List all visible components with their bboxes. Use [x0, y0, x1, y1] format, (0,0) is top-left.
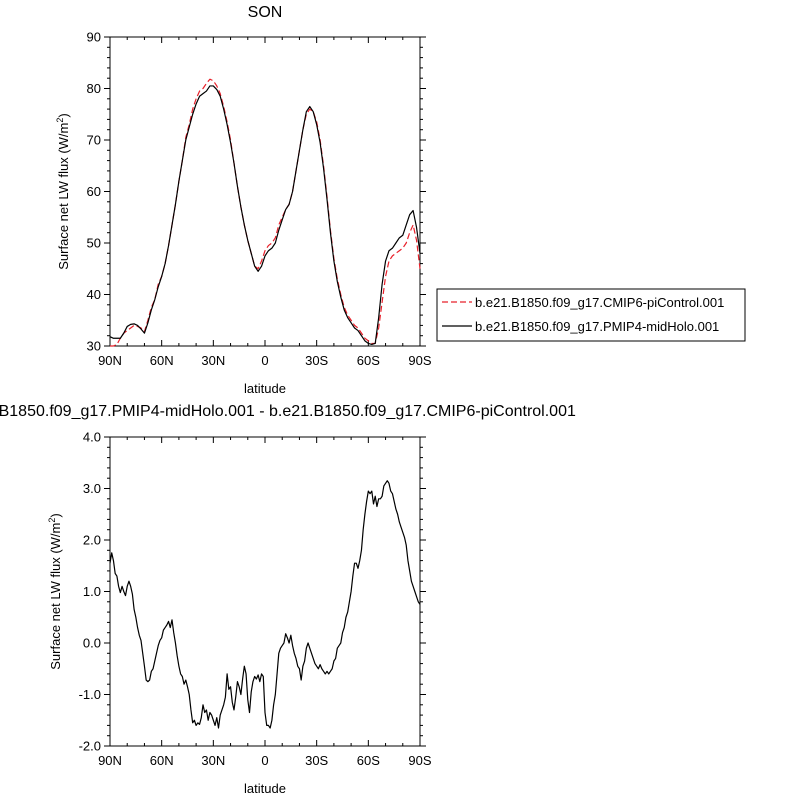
top-panel: SON 90N 60N 30N 0 30S 60S 90S 30 40 50 60 70 80 90 l…: [55, 4, 432, 396]
x-tick-label: 60N: [150, 753, 174, 768]
x-tick-label: 60N: [150, 353, 174, 368]
y-tick-label: 0.0: [83, 636, 101, 651]
y-tick-label: 40: [87, 287, 101, 302]
x-tick-label: 60S: [357, 753, 380, 768]
y-tick-label: -1.0: [79, 687, 101, 702]
y-tick-label: 3.0: [83, 481, 101, 496]
legend-box: [436, 288, 746, 342]
x-tick-label: 90S: [408, 753, 431, 768]
x-tick-label: 30S: [305, 753, 328, 768]
bottom-chart-title: b.e21.B1850.f09_g17.PMIP4-midHolo.001 - …: [0, 403, 576, 420]
y-tick-label: 4.0: [83, 430, 101, 445]
bottom-x-axis-label: latitude: [244, 781, 286, 796]
series-line-f09_g17: [110, 78, 421, 347]
bottom-panel: b.e21.B1850.f09_g17.PMIP4-midHolo.001 - …: [0, 403, 576, 796]
y-tick-label: 70: [87, 133, 101, 148]
x-tick-label: 0: [261, 353, 268, 368]
top-plot-frame: [109, 36, 421, 347]
bottom-plot-frame: [109, 436, 421, 747]
legend-label-midholo: b.e21.B1850.f09_g17.PMIP4-midHolo.001: [475, 319, 719, 334]
y-tick-label: 50: [87, 236, 101, 251]
x-tick-label: 30N: [201, 753, 225, 768]
y-tick-label: 90: [87, 30, 101, 45]
x-tick-label: 90N: [98, 353, 122, 368]
bottom-y-axis-label: Surface net LW flux (W/m2): [47, 513, 63, 670]
top-x-ticks: 90N 60N 30N 0 30S 60S 90S: [98, 37, 432, 368]
y-tick-label: 2.0: [83, 533, 101, 548]
y-tick-label: 1.0: [83, 584, 101, 599]
y-tick-label: 30: [87, 339, 101, 354]
top-y-ticks: 30 40 50 60 70 80 90: [87, 30, 426, 354]
legend-label-picontrol: b.e21.B1850.f09_g17.CMIP6-piControl.001: [475, 295, 724, 310]
y-tick-label: 80: [87, 81, 101, 96]
x-tick-label: 90S: [408, 353, 431, 368]
y-tick-label: 60: [87, 184, 101, 199]
y-tick-label: -2.0: [79, 739, 101, 754]
x-tick-label: 60S: [357, 353, 380, 368]
bottom-y-ticks: -2.0 -1.0 0.0 1.0 2.0 3.0 4.0: [79, 430, 426, 754]
x-tick-label: 90N: [98, 753, 122, 768]
bottom-series-group: [109, 480, 421, 729]
bottom-x-ticks: 90N 60N 30N 0 30S 60S 90S: [98, 437, 432, 768]
series-line-f09_g17: [109, 85, 421, 346]
top-y-axis-label: Surface net LW flux (W/m2): [55, 113, 71, 270]
series-line-difference: [109, 480, 421, 729]
top-chart-title: SON: [248, 4, 283, 21]
x-tick-label: 0: [261, 753, 268, 768]
top-x-axis-label: latitude: [244, 381, 286, 396]
x-tick-label: 30S: [305, 353, 328, 368]
legend: b.e21.B1850.f09_g17.CMIP6-piControl.001 …: [436, 288, 746, 342]
top-series-group: [109, 78, 421, 347]
x-tick-label: 30N: [201, 353, 225, 368]
